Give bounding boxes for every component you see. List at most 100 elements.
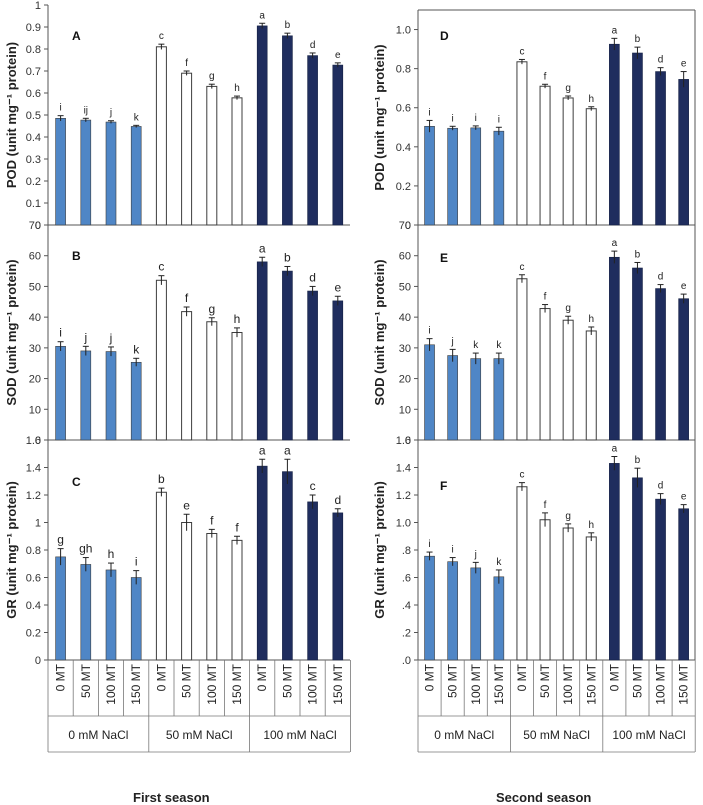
x-tick-label: 50 MT [630, 663, 644, 698]
y-tick-label: 0 [35, 655, 41, 667]
significance-letter: c [159, 31, 164, 42]
significance-letter: g [209, 71, 215, 82]
significance-letter: i [475, 113, 477, 124]
x-group-label: 50 mM NaCl [166, 728, 233, 742]
y-tick-label: .2 [402, 628, 411, 640]
bar [493, 130, 505, 226]
bar [609, 43, 620, 226]
significance-letter: j [451, 336, 454, 347]
y-tick-label: 0.6 [26, 573, 41, 585]
y-tick-label: 20 [29, 374, 41, 386]
significance-letter: k [133, 342, 140, 356]
y-tick-label: 0.4 [26, 600, 41, 612]
significance-letter: i [59, 326, 62, 340]
bar [516, 61, 528, 226]
significance-letter: i [452, 545, 454, 556]
y-tick-label: 0.3 [26, 154, 41, 166]
x-tick-label: 50 MT [538, 663, 552, 698]
y-tick-label: 1.4 [26, 463, 41, 475]
x-group-label: 100 mM NaCl [612, 728, 685, 742]
significance-letter: f [544, 500, 547, 511]
bar [231, 332, 243, 441]
significance-letter: j [83, 330, 87, 344]
y-tick-label: 0.2 [396, 181, 411, 193]
bar [493, 576, 505, 661]
panel-letter: B [72, 249, 81, 263]
y-tick-label: 0 [405, 435, 411, 447]
significance-letter: c [310, 479, 316, 493]
y-tick-label: 0.5 [26, 110, 41, 122]
bar [424, 125, 435, 226]
significance-letter: f [544, 292, 547, 303]
significance-letter: b [284, 250, 291, 264]
significance-letter: a [612, 444, 618, 455]
significance-letter: h [234, 312, 241, 326]
x-tick-label: 100 MT [205, 663, 219, 704]
bar [678, 508, 689, 661]
panel-a: 0 0.1 0.2 0.3 0.4 0.5 0.6 0.7 0.8 0.9 1 POD (unit m… [4, 0, 350, 232]
y-tick-label: 1 [35, 518, 41, 530]
x-axis-left: 0 MT 50 MT 100 MT 150 MT 0 MT 50 MT 100 MT 150 … [47, 660, 351, 753]
significance-letter: g [565, 511, 571, 522]
significance-letter: e [681, 492, 687, 503]
y-tick-label: 0.1 [26, 198, 41, 210]
bar [585, 108, 597, 226]
x-group-label: 50 mM NaCl [523, 728, 590, 742]
y-tick-label: 30 [29, 343, 41, 355]
bar [539, 308, 551, 441]
y-tick-label: 70 [399, 220, 411, 232]
significance-letter: a [284, 443, 291, 457]
y-tick-label: .0 [402, 655, 411, 667]
y-tick-label: 60 [399, 251, 411, 263]
bar [609, 463, 620, 661]
y-tick-label: 40 [399, 312, 411, 324]
bar [80, 119, 92, 226]
panel-letter: D [440, 29, 449, 43]
significance-letter: b [635, 34, 641, 45]
y-tick-label: 1.0 [396, 25, 411, 37]
significance-letter: h [588, 520, 594, 531]
bar [632, 52, 643, 226]
significance-letter: f [185, 58, 188, 69]
y-tick-label: 1.2 [396, 490, 411, 502]
significance-letter: a [612, 238, 618, 249]
significance-letter: i [428, 326, 430, 337]
y-axis-title: SOD (unit mg⁻¹ protein) [4, 259, 19, 405]
bar [231, 539, 243, 661]
x-tick-label: 100 MT [469, 663, 483, 704]
significance-letter: ij [84, 105, 88, 116]
significance-letter: g [565, 303, 571, 314]
significance-letter: e [334, 280, 341, 294]
y-tick-label: 20 [399, 374, 411, 386]
bar [562, 527, 574, 661]
panel-e: 0 10 20 30 40 50 60 70 SOD (unit mg⁻¹ protein) Ei… [372, 220, 696, 447]
significance-letter: g [57, 533, 64, 547]
x-tick-label: 0 MT [515, 663, 529, 691]
bar [282, 270, 293, 441]
x-tick-label: 150 MT [230, 663, 244, 704]
bar [447, 127, 458, 226]
bar [307, 290, 318, 441]
y-tick-label: 0.6 [26, 88, 41, 100]
y-axis-title: GR (unit mg⁻¹ protein) [372, 481, 387, 619]
bar [307, 55, 318, 226]
significance-letter: k [496, 557, 502, 568]
significance-letter: d [658, 55, 664, 66]
y-tick-label: 30 [399, 343, 411, 355]
footer-second-season: Second season [496, 790, 592, 805]
bar [282, 471, 293, 661]
bar [282, 35, 293, 226]
x-tick-label: 50 MT [180, 663, 194, 698]
x-tick-label: 150 MT [129, 663, 143, 704]
panel-f: .0 .2 .4 .6 .8 1.0 1.2 1.4 1.6 GR (unit mg⁻¹ prot… [372, 435, 696, 667]
y-tick-label: 0.8 [26, 545, 41, 557]
significance-letter: b [285, 20, 291, 31]
bar [655, 288, 666, 441]
bar [632, 477, 643, 661]
significance-letter: d [334, 493, 341, 507]
significance-letter: j [474, 549, 477, 560]
panel-letter: E [440, 251, 448, 265]
significance-letter: d [658, 481, 664, 492]
bar [585, 536, 597, 661]
